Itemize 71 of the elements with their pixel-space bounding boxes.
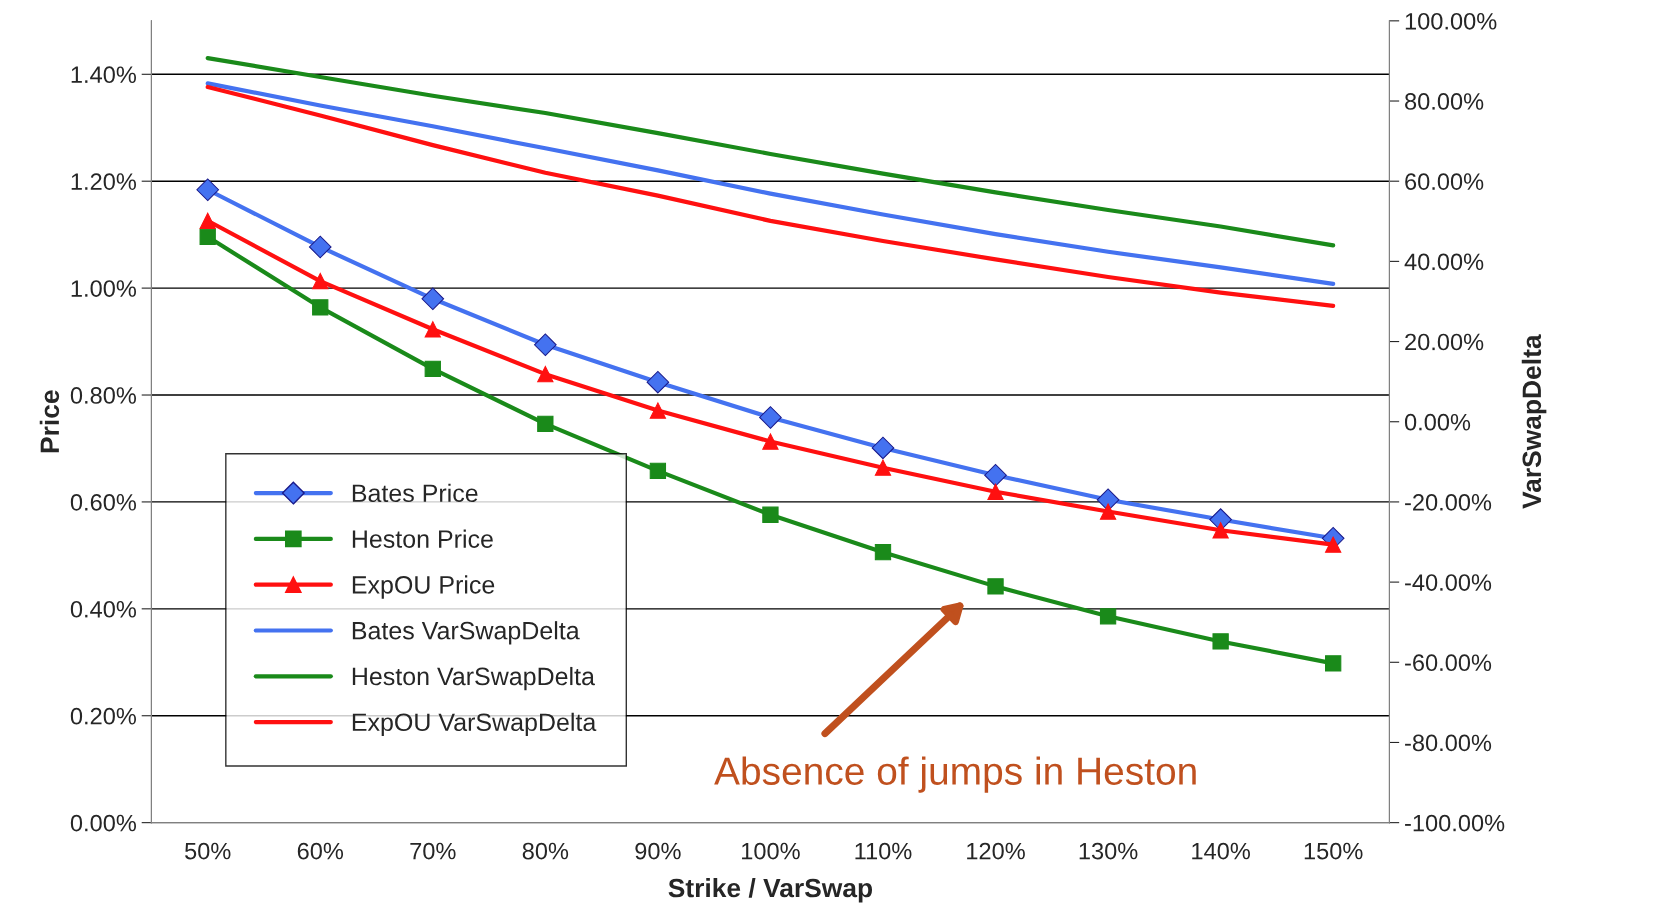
point <box>1099 608 1117 625</box>
legend-label: Bates Price <box>352 483 478 503</box>
point <box>1325 655 1342 672</box>
x-tick-label: 110% <box>855 842 912 860</box>
y2-tick-label: 0.00% <box>1404 413 1471 431</box>
y-tick-label: 0.80% <box>70 387 136 404</box>
point <box>534 333 557 357</box>
point <box>987 483 1004 500</box>
point <box>871 436 895 460</box>
point <box>987 578 1004 595</box>
y2-tick-label: 80.00% <box>1405 93 1484 110</box>
point <box>424 321 441 338</box>
y-tick-label: 0.00% <box>70 814 136 832</box>
point <box>421 287 445 311</box>
x-tick-label: 130% <box>1079 842 1138 860</box>
y2-tick-label: -80.00% <box>1405 734 1492 752</box>
point <box>759 406 782 429</box>
line-series <box>205 56 1336 248</box>
legend-label: Heston VarSwapDelta <box>352 666 595 691</box>
y2-tick-label: -20.00% <box>1405 493 1492 511</box>
point <box>196 178 220 202</box>
point <box>1325 536 1342 553</box>
point <box>649 402 667 419</box>
x-tick-label: 70% <box>410 842 456 860</box>
point <box>1099 503 1117 520</box>
y-tick-label: 0.40% <box>70 600 136 618</box>
legend-label: ExpOU VarSwapDelta <box>352 712 597 737</box>
x-tick-label: 90% <box>635 842 681 860</box>
x-tick-label: 100% <box>742 842 800 860</box>
point <box>649 462 667 480</box>
y-tick-label: 1.40% <box>71 66 136 84</box>
point <box>646 370 670 394</box>
point <box>199 212 216 229</box>
x-tick-label: 80% <box>522 842 569 860</box>
point <box>312 273 329 290</box>
point <box>308 235 332 259</box>
legend-label: Bates VarSwapDelta <box>352 621 580 645</box>
y-tick-label: 0.20% <box>70 707 136 725</box>
legend-label: Heston Price <box>352 529 493 548</box>
y2-tick-label: -60.00% <box>1405 654 1492 672</box>
point <box>312 299 329 316</box>
y2-axis-title: VarSwapDelta <box>1521 334 1547 509</box>
point <box>762 433 779 450</box>
y2-tick-label: 60.00% <box>1405 173 1484 190</box>
y2-tick-label: 100.00% <box>1405 12 1497 30</box>
x-tick-label: 120% <box>967 842 1025 860</box>
point <box>1212 522 1229 539</box>
x-tick-label: 150% <box>1304 842 1363 860</box>
point <box>199 228 216 245</box>
point <box>424 360 441 377</box>
y2-tick-label: 40.00% <box>1404 253 1484 271</box>
x-tick-label: 60% <box>297 842 344 860</box>
point <box>762 506 779 523</box>
legend-label: ExpOU Price <box>352 575 495 599</box>
y2-tick-label: -40.00% <box>1405 574 1492 591</box>
x-axis-title: Strike / VarSwap <box>668 877 873 903</box>
point <box>874 459 892 476</box>
x-tick-label: 50% <box>185 842 231 860</box>
y2-tick-label: 20.00% <box>1405 333 1484 351</box>
x-tick-label: 140% <box>1192 842 1250 860</box>
y-tick-label: 0.60% <box>70 493 136 511</box>
y-tick-label: 1.20% <box>71 173 136 190</box>
annotation: Absence of jumps in Heston <box>714 756 1196 793</box>
y-axis-title: Price <box>39 390 60 453</box>
point <box>1212 633 1229 650</box>
y2-tick-label: -100.00% <box>1405 814 1505 832</box>
point <box>537 366 554 383</box>
y-tick-label: 1.00% <box>71 280 136 297</box>
point <box>537 415 554 433</box>
point <box>874 544 892 561</box>
point <box>984 463 1007 487</box>
